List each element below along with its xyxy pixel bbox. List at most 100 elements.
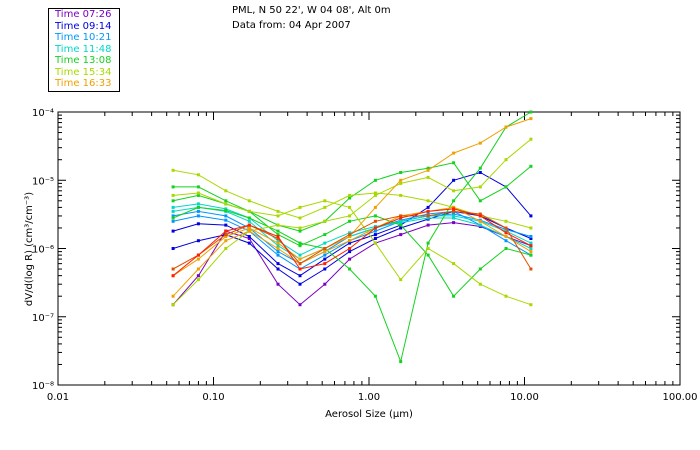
data-point — [247, 199, 251, 203]
header-date: Data from: 04 Apr 2007 — [232, 20, 351, 31]
data-point — [196, 257, 200, 261]
series-group — [171, 117, 533, 278]
data-point — [426, 216, 430, 220]
data-point — [373, 237, 377, 240]
data-point — [529, 244, 533, 248]
data-point — [323, 241, 327, 245]
data-point — [171, 247, 175, 250]
data-point — [247, 235, 251, 238]
data-point — [276, 267, 280, 271]
data-point — [323, 205, 327, 209]
data-point — [478, 219, 482, 223]
data-point — [276, 233, 280, 237]
data-point — [171, 168, 175, 172]
data-point — [399, 178, 403, 182]
data-point — [276, 223, 280, 227]
data-point — [348, 250, 352, 254]
data-point — [348, 239, 352, 243]
data-point — [529, 164, 533, 168]
legend-item: Time 15:34 — [55, 66, 112, 78]
data-point — [247, 209, 251, 213]
data-point — [452, 207, 456, 211]
data-point — [478, 141, 482, 145]
axis-tick-labels: 0.01 0.10 1.00 10.00 100.00 10⁻⁸ 10⁻⁷ 10⁻⁶ 10⁻⁵ 1… — [32, 108, 698, 403]
data-point — [426, 166, 430, 170]
data-point — [276, 253, 280, 257]
x-tick-label: 1.00 — [358, 392, 380, 403]
data-point — [452, 161, 456, 165]
data-point — [224, 235, 228, 238]
data-point — [529, 110, 533, 114]
series-group — [171, 207, 533, 278]
data-point — [478, 166, 482, 170]
data-point — [298, 226, 302, 230]
data-point — [452, 294, 456, 298]
data-point — [373, 241, 377, 245]
data-point — [373, 193, 377, 197]
data-point — [478, 171, 482, 174]
data-point — [171, 219, 175, 223]
data-point — [348, 193, 352, 197]
data-point — [348, 219, 352, 223]
data-point — [504, 247, 508, 250]
data-point — [171, 303, 175, 307]
y-tick-label: 10⁻⁶ — [32, 245, 54, 256]
data-point — [399, 181, 403, 185]
data-point — [276, 209, 280, 213]
data-point — [373, 178, 377, 182]
data-point — [426, 175, 430, 179]
data-point — [504, 226, 508, 230]
data-point — [478, 185, 482, 189]
data-point — [373, 205, 377, 209]
data-point — [452, 178, 456, 182]
data-point — [298, 244, 302, 248]
data-point — [529, 235, 533, 238]
data-point — [373, 226, 377, 230]
data-point — [276, 237, 280, 240]
data-point — [298, 274, 302, 278]
data-point — [373, 294, 377, 298]
data-point — [224, 233, 228, 237]
data-point — [224, 209, 228, 212]
data-point — [247, 219, 251, 223]
header-location: PML, N 50 22', W 04 08', Alt 0m — [232, 5, 391, 16]
data-point — [348, 235, 352, 238]
data-point — [426, 214, 430, 218]
data-point — [196, 202, 200, 206]
data-point — [373, 214, 377, 218]
data-point — [504, 231, 508, 235]
data-point — [276, 214, 280, 218]
data-point — [426, 212, 430, 216]
data-point — [276, 282, 280, 286]
data-point — [529, 250, 533, 254]
data-point — [196, 267, 200, 271]
data-point — [247, 226, 251, 230]
data-point — [196, 253, 200, 257]
data-point — [323, 250, 327, 254]
data-point — [171, 229, 175, 233]
legend-item: Time 07:26 — [55, 9, 112, 20]
plot-frame — [57, 111, 681, 386]
y-axis-label: dV/d(log R) (cm³/cm⁻³) — [24, 192, 35, 306]
x-axis-label: Aerosol Size (µm) — [325, 409, 413, 420]
data-point — [298, 216, 302, 220]
data-point — [504, 219, 508, 223]
y-tick-label: 10⁻⁵ — [32, 176, 54, 187]
data-point — [196, 185, 200, 189]
data-point — [529, 117, 533, 121]
data-point — [504, 294, 508, 298]
data-point — [171, 193, 175, 197]
data-point — [276, 239, 280, 243]
data-point — [348, 267, 352, 271]
data-point — [298, 229, 302, 233]
data-point — [224, 214, 228, 218]
data-point — [323, 199, 327, 203]
data-point — [224, 223, 228, 227]
data-point — [399, 171, 403, 174]
data-point — [529, 137, 533, 141]
data-point — [399, 360, 403, 364]
data-point — [399, 233, 403, 237]
data-point — [399, 223, 403, 227]
data-point — [452, 189, 456, 193]
